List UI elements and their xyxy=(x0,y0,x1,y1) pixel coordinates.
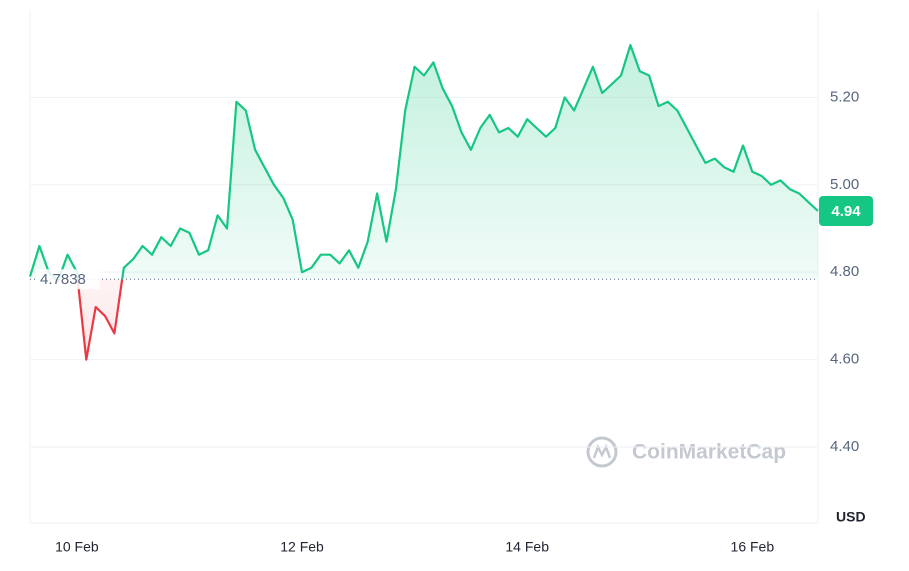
price-line xyxy=(28,43,819,361)
y-tick-label: 4.60 xyxy=(830,351,859,368)
y-axis-label: USD xyxy=(836,509,866,525)
y-tick-label: 5.00 xyxy=(830,176,859,193)
baseline-label-bg xyxy=(36,269,100,290)
x-tick-label: 16 Feb xyxy=(731,539,775,555)
watermark: CoinMarketCap xyxy=(586,436,786,468)
last-value-label: 4.94 xyxy=(831,203,861,220)
y-tick-label: 5.20 xyxy=(830,88,859,105)
watermark-text: CoinMarketCap xyxy=(632,441,786,464)
last-value-box xyxy=(819,196,873,227)
y-tick-label: 4.40 xyxy=(830,438,859,455)
area xyxy=(30,45,818,360)
x-tick-label: 10 Feb xyxy=(55,539,99,555)
x-tick-label: 14 Feb xyxy=(505,539,549,555)
baseline-label: 4.7838 xyxy=(40,271,86,288)
y-tick-label: 4.80 xyxy=(830,263,859,280)
x-tick-label: 12 Feb xyxy=(280,539,324,555)
